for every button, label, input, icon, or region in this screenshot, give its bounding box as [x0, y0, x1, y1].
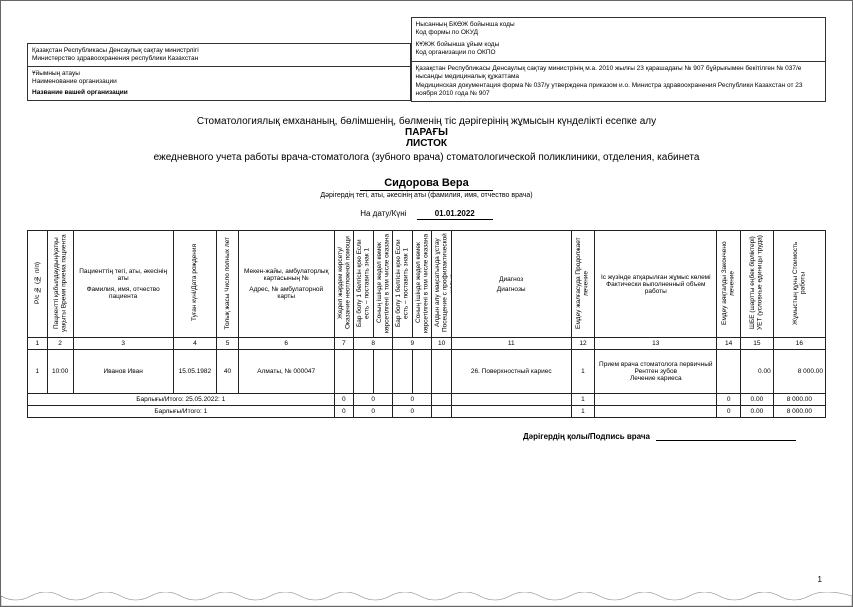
signature-line: Дәрігердің қолы/Подпись врача: [27, 432, 826, 441]
hdr-left-ministry: Қазақстан Республикасы Денсаулық сақтау …: [27, 43, 411, 67]
hdr-right-form: Қазақстан Республикасы Денсаулық сақтау …: [411, 61, 826, 103]
page-number: 1: [818, 575, 822, 584]
hdr-left-org: Ұйымның атауы Наименование организации Н…: [27, 66, 411, 100]
title-block: Стоматологиялық емхананың, бөлімшенің, б…: [27, 116, 826, 163]
totals-day: Барлығы/Итого: 25.05.2022: 1 0 0 0 1 0 0…: [28, 394, 826, 406]
torn-edge: [1, 592, 852, 606]
table-row: 1 10:00 Иванов Иван 15.05.1982 40 Алматы…: [28, 350, 826, 394]
doctor-block: Сидорова Вера Дәрігердің тегі, аты, әкес…: [27, 177, 826, 199]
totals-grand: Барлығы/Итого: 1 0 0 0 1 0 0.00 8 000.00: [28, 406, 826, 418]
hdr-right-okud: Нысанның БКӨЖ бойынша коды Код формы по …: [411, 17, 826, 62]
date-line: На дату/Күні 01.01.2022: [27, 209, 826, 220]
main-table: Р/с № (№ п/п) Пациентті қабылдаудың/қатқ…: [27, 230, 826, 418]
